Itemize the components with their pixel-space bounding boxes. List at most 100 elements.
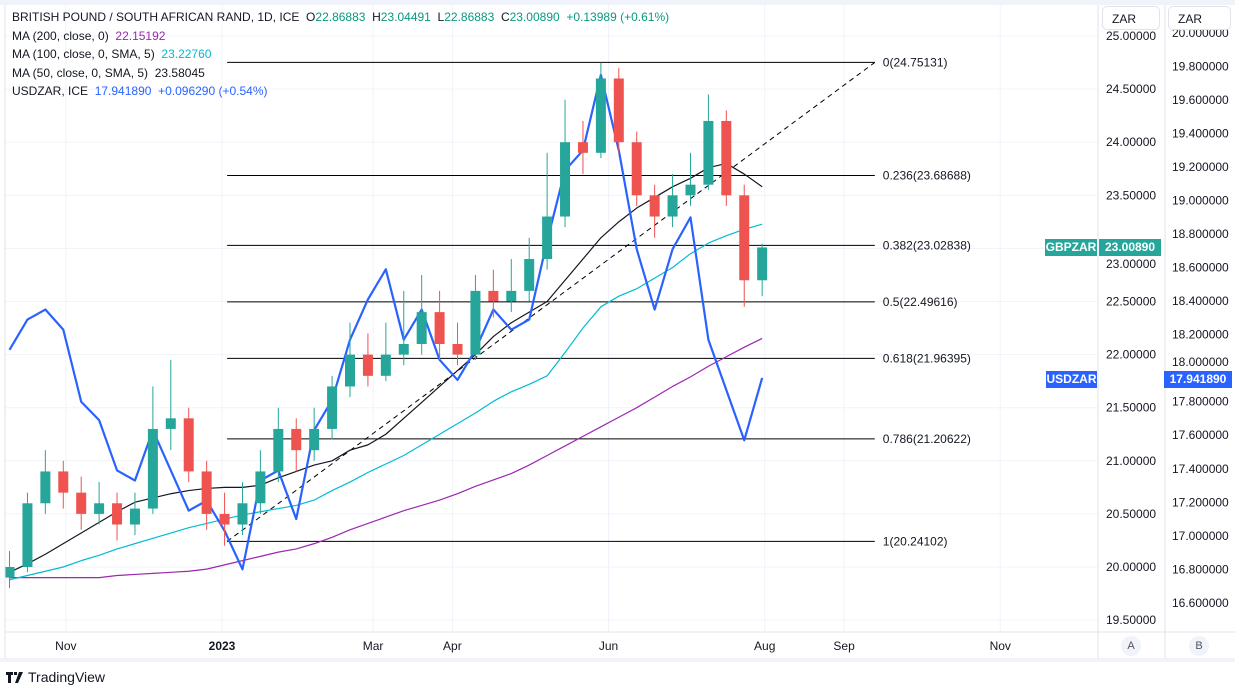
- candle: [434, 290, 445, 360]
- candle-body: [237, 503, 248, 525]
- candle-body: [219, 513, 230, 525]
- right-axis-tick-label: 17.000000: [1172, 529, 1229, 543]
- left-axis-tick-label: 21.00000: [1106, 454, 1156, 468]
- candle-body: [291, 428, 302, 451]
- candle-body: [76, 492, 87, 514]
- fib-level-label: 0(24.75131): [883, 55, 948, 69]
- candle-body: [58, 471, 69, 493]
- legend-usdzar[interactable]: USDZAR, ICE 17.941890 +0.096290 (+0.54%): [12, 84, 268, 98]
- candle: [201, 460, 212, 530]
- candle-body: [649, 195, 660, 217]
- candle-body: [40, 471, 51, 504]
- candle-body: [524, 259, 535, 291]
- candle-body: [398, 343, 409, 355]
- candle-body: [380, 354, 391, 376]
- candle: [362, 333, 373, 387]
- right-axis-unit-button[interactable]: ZAR: [1168, 6, 1231, 30]
- candle-body: [631, 142, 642, 196]
- tradingview-logo-icon: [6, 671, 23, 683]
- left-axis-tick-label: 21.50000: [1106, 401, 1156, 415]
- candle-body: [22, 503, 33, 567]
- right-axis-tick-label: 17.200000: [1172, 495, 1229, 509]
- left-axis-tick-label: 19.50000: [1106, 613, 1156, 627]
- usdzar-series-badge: USDZAR: [1046, 371, 1097, 388]
- candle-body: [94, 503, 105, 514]
- candle: [4, 551, 15, 589]
- candle-body: [147, 428, 158, 509]
- candle: [416, 274, 427, 355]
- candle-body: [112, 503, 123, 525]
- right-axis-tick-label: 18.800000: [1172, 227, 1229, 241]
- candle: [757, 243, 768, 297]
- chart-legend: BRITISH POUND / SOUTH AFRICAN RAND, 1D, …: [12, 8, 669, 101]
- candle-body: [165, 418, 176, 429]
- candle-body: [201, 471, 212, 514]
- candle: [488, 269, 499, 318]
- candle-body: [685, 184, 696, 196]
- time-axis-tick-label: Jun: [599, 639, 618, 653]
- candle-body: [327, 386, 338, 429]
- legend-ma50[interactable]: MA (50, close, 0, SMA, 5) 23.58045: [12, 65, 205, 80]
- candle-body: [577, 142, 588, 153]
- right-axis-tick-label: 19.000000: [1172, 194, 1229, 208]
- right-axis-tick-label: 18.200000: [1172, 328, 1229, 342]
- candle: [380, 322, 391, 382]
- candle-body: [667, 195, 678, 217]
- tradingview-logo[interactable]: TradingView: [6, 669, 105, 685]
- candle: [129, 492, 140, 536]
- right-axis-tick-label: 19.600000: [1172, 93, 1229, 107]
- usdzar-price-badge: 17.941890: [1164, 371, 1232, 388]
- left-axis-auto-scale-button[interactable]: A: [1121, 636, 1141, 656]
- fib-level-label: 0.786(21.20622): [883, 432, 971, 446]
- right-axis-tick-label: 16.800000: [1172, 562, 1229, 576]
- right-axis-tick-label: 18.600000: [1172, 261, 1229, 275]
- right-axis-tick-label: 17.600000: [1172, 428, 1229, 442]
- candle-body: [129, 508, 140, 525]
- usdzar-line: [8, 73, 764, 571]
- time-axis-tick-label: Nov: [55, 639, 76, 653]
- candle: [721, 110, 732, 206]
- time-axis-tick-label: Sep: [833, 639, 855, 653]
- left-axis-unit-button[interactable]: ZAR: [1102, 6, 1160, 30]
- candle: [739, 184, 750, 307]
- legend-ma100[interactable]: MA (100, close, 0, SMA, 5) 23.22760: [12, 47, 212, 61]
- candle: [613, 67, 624, 153]
- candle: [577, 120, 588, 175]
- legend-ma200[interactable]: MA (200, close, 0) 22.15192: [12, 28, 166, 43]
- candle-body: [183, 418, 194, 472]
- candle-body: [613, 78, 624, 143]
- candle-body: [703, 120, 714, 185]
- fib-level-label: 0.5(22.49616): [883, 295, 958, 309]
- candle: [506, 259, 517, 313]
- candle: [703, 94, 714, 190]
- left-axis-tick-label: 24.00000: [1106, 135, 1156, 149]
- legend-main-series[interactable]: BRITISH POUND / SOUTH AFRICAN RAND, 1D, …: [12, 10, 670, 24]
- candle: [22, 492, 33, 573]
- candle: [631, 131, 642, 206]
- candle-body: [434, 312, 445, 344]
- candle-body: [542, 216, 553, 260]
- right-axis-tick-label: 17.800000: [1172, 395, 1229, 409]
- candle: [237, 482, 248, 536]
- candle: [685, 152, 696, 206]
- candle: [595, 62, 606, 159]
- candle-body: [416, 312, 427, 344]
- candle: [147, 386, 158, 514]
- candle-body: [739, 195, 750, 281]
- candle-body: [757, 247, 768, 281]
- right-axis-auto-scale-button[interactable]: B: [1189, 636, 1209, 656]
- candle-body: [255, 471, 266, 504]
- time-axis-tick-label: Apr: [443, 639, 462, 653]
- candle-body: [488, 290, 499, 302]
- candle: [649, 184, 660, 238]
- candle-body: [452, 343, 463, 355]
- time-axis-tick-label: 2023: [209, 639, 236, 653]
- candle: [542, 152, 553, 270]
- candle: [58, 460, 69, 509]
- candle: [165, 359, 176, 451]
- gbpzar-price-badge: 23.00890: [1099, 239, 1161, 256]
- candle: [398, 290, 409, 366]
- left-axis-tick-label: 22.00000: [1106, 348, 1156, 362]
- candle: [219, 492, 230, 546]
